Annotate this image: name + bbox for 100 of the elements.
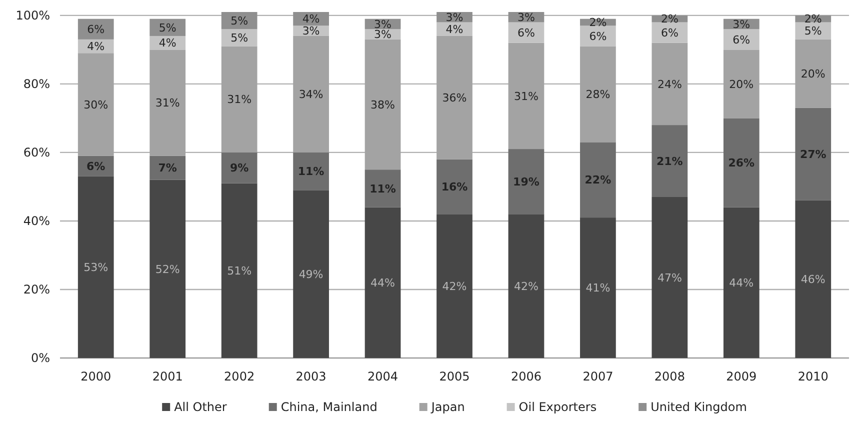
data-label: 20% — [800, 68, 826, 81]
bar — [436, 159, 472, 214]
data-label: 5% — [804, 24, 822, 38]
data-label: 2% — [589, 16, 607, 30]
bar — [221, 183, 258, 358]
legend-label: Oil Exporters — [518, 400, 597, 414]
data-label: 4% — [87, 40, 105, 54]
data-label: 5% — [158, 21, 176, 34]
bar — [508, 149, 544, 214]
data-label: 3% — [374, 28, 392, 42]
data-label: 2% — [804, 12, 822, 26]
data-label: 24% — [657, 78, 682, 91]
data-label: 49% — [298, 268, 324, 281]
y-tick-label: 20% — [23, 282, 50, 296]
bar — [293, 36, 329, 152]
data-label: 22% — [584, 174, 612, 187]
x-tick-label: 2002 — [224, 370, 255, 384]
bar — [580, 142, 616, 218]
bar — [795, 108, 832, 200]
bar — [652, 196, 688, 358]
data-label: 20% — [729, 78, 754, 91]
data-label: 4% — [446, 22, 464, 36]
data-label: 26% — [728, 156, 755, 170]
y-tick-label: 80% — [23, 76, 50, 91]
bar — [508, 42, 544, 150]
data-label: 31% — [514, 90, 538, 103]
data-label: 53% — [84, 261, 108, 274]
x-tick-label: 2003 — [296, 370, 326, 384]
data-label: 27% — [800, 148, 826, 162]
data-label: 16% — [441, 180, 468, 194]
bar — [652, 125, 688, 197]
data-label: 47% — [657, 271, 682, 284]
bar — [78, 18, 114, 40]
data-label: 31% — [227, 93, 252, 106]
bar — [150, 156, 186, 180]
legend-label: All Other — [174, 400, 227, 414]
bar — [723, 118, 760, 208]
x-tick-label: 2001 — [152, 370, 183, 384]
bar — [723, 50, 760, 118]
bar — [364, 39, 401, 170]
data-label: 9% — [230, 162, 249, 175]
data-label: 30% — [84, 98, 108, 112]
bar — [795, 200, 832, 358]
bar — [508, 214, 544, 358]
data-label: 6% — [87, 22, 105, 36]
x-tick-label: 2008 — [654, 370, 685, 384]
bar — [364, 170, 401, 208]
y-tick-label: 0% — [30, 350, 50, 365]
x-tick-label: 2005 — [439, 370, 470, 384]
data-label: 3% — [518, 10, 535, 24]
data-label: 34% — [298, 88, 324, 102]
data-label: 3% — [374, 18, 392, 31]
data-label: 51% — [227, 264, 252, 278]
bar — [795, 39, 832, 108]
x-tick-label: 2004 — [368, 370, 398, 384]
bar — [723, 207, 760, 358]
bar — [150, 180, 186, 358]
bar — [436, 36, 472, 160]
data-label: 19% — [513, 175, 540, 188]
legend-label: Japan — [430, 400, 465, 414]
data-label: 5% — [230, 32, 248, 45]
x-tick-label: 2000 — [80, 370, 112, 384]
data-label: 7% — [158, 162, 177, 175]
data-label: 44% — [370, 276, 395, 290]
data-label: 44% — [729, 276, 754, 290]
bar — [652, 42, 688, 126]
data-label: 52% — [155, 262, 180, 276]
data-label: 3% — [446, 10, 464, 24]
data-label: 6% — [732, 33, 750, 46]
data-label: 46% — [800, 273, 826, 286]
bar — [580, 46, 616, 142]
bar — [436, 214, 472, 358]
data-label: 6% — [589, 30, 607, 43]
bar — [723, 29, 760, 50]
x-tick-label: 2010 — [798, 370, 828, 384]
y-tick-label: 60% — [23, 145, 50, 160]
data-label: 11% — [298, 165, 324, 178]
data-label: 6% — [86, 160, 106, 174]
data-label: 42% — [442, 280, 467, 293]
data-label: 36% — [442, 91, 467, 104]
y-tick-label: 40% — [23, 214, 50, 228]
data-label: 6% — [660, 26, 678, 40]
data-label: 21% — [656, 154, 683, 168]
x-tick-label: 2009 — [726, 370, 757, 384]
x-tick-label: 2007 — [582, 370, 614, 384]
data-label: 28% — [586, 88, 610, 102]
data-label: 41% — [586, 282, 610, 295]
bar — [221, 152, 258, 184]
data-label: 38% — [370, 98, 395, 112]
bar — [78, 53, 114, 156]
data-label: 4% — [302, 12, 320, 26]
bar — [580, 26, 616, 46]
x-tick-label: 2006 — [510, 370, 542, 384]
data-label: 42% — [514, 280, 538, 293]
data-label: 6% — [518, 26, 535, 40]
bar — [364, 207, 401, 358]
data-label: 3% — [302, 24, 320, 38]
bar — [150, 50, 186, 156]
legend-label: China, Mainland — [280, 400, 378, 414]
bar — [293, 152, 329, 190]
